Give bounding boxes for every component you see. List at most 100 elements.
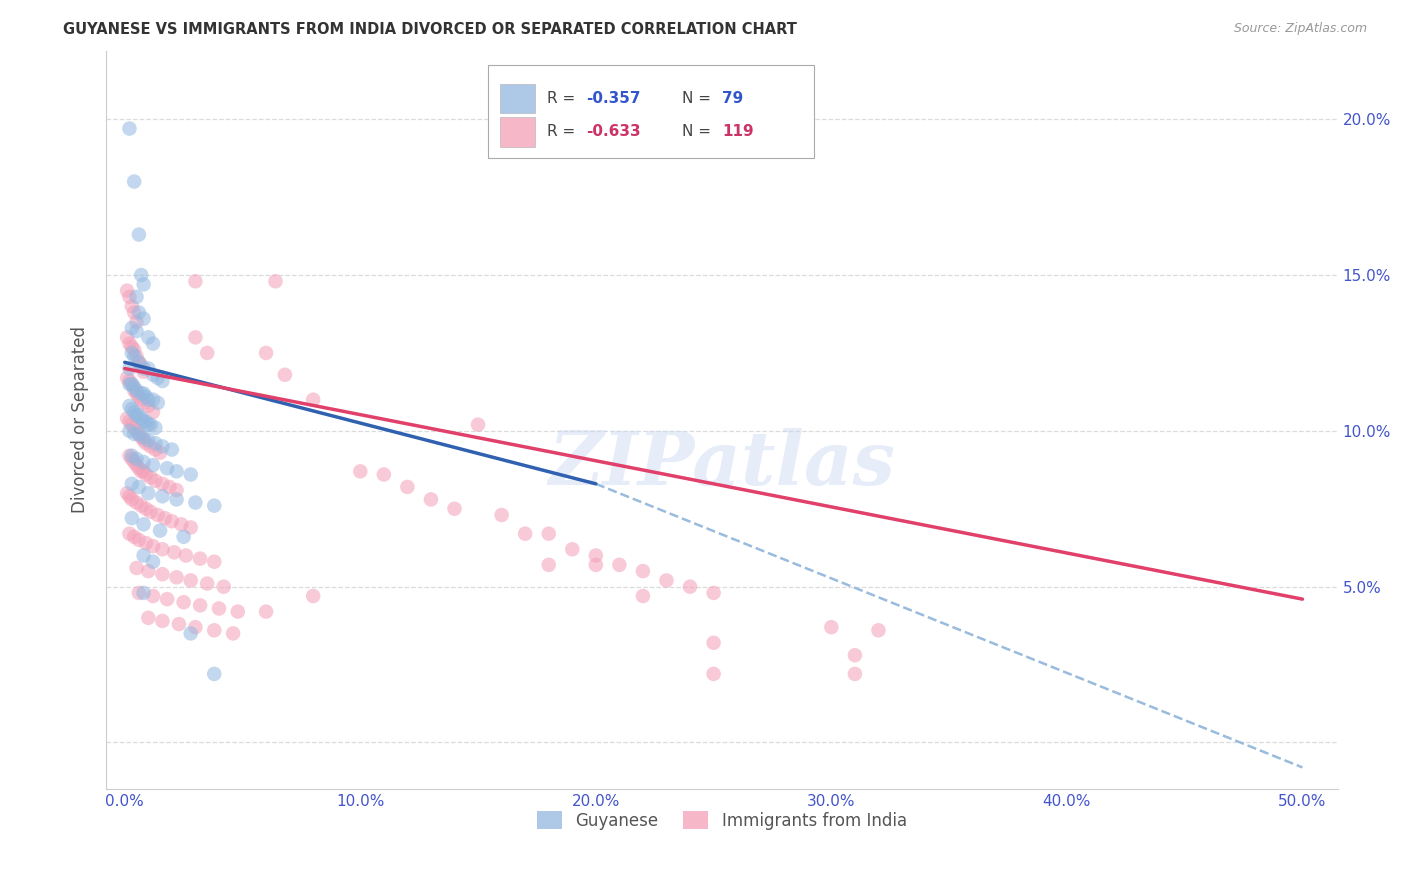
Point [136,399,159,413]
Point [132,434,155,448]
Point [128,227,150,242]
Point [118,361,141,376]
Point [420,492,443,507]
Point [132,396,155,410]
Point [163,545,186,559]
Point [122,343,145,357]
Point [125,424,148,438]
Point [208,601,231,615]
Point [118,336,141,351]
Point [135,415,157,429]
Bar [501,84,534,113]
Point [396,480,419,494]
Point [152,374,174,388]
Point [139,417,162,432]
Point [156,592,179,607]
Point [129,392,152,407]
Point [703,636,725,650]
Point [180,467,202,482]
Point [609,558,631,572]
Point [515,526,537,541]
Point [121,451,143,466]
Point [868,624,890,638]
Point [166,492,188,507]
Point [136,611,159,625]
Point [136,564,159,578]
Point [115,411,138,425]
FancyBboxPatch shape [488,65,814,158]
Point [152,476,174,491]
Point [585,549,607,563]
Point [128,305,150,319]
Point [128,427,150,442]
Legend: Guyanese, Immigrants from India: Guyanese, Immigrants from India [530,805,914,837]
Point [122,175,145,189]
Point [373,467,395,482]
Point [491,508,513,522]
Point [125,384,148,398]
Point [585,558,607,572]
Point [128,355,150,369]
Point [561,542,583,557]
Point [115,330,138,344]
Point [128,355,150,369]
Point [174,549,197,563]
Point [142,555,165,569]
Point [121,377,143,392]
Point [132,586,155,600]
Point [195,346,218,360]
Point [142,368,165,382]
Point [122,380,145,394]
Point [146,396,169,410]
Point [129,430,152,444]
Point [274,368,297,382]
Point [115,486,138,500]
Point [136,361,159,376]
Point [125,409,148,423]
Text: -0.633: -0.633 [586,124,641,139]
Point [125,315,148,329]
Point [128,390,150,404]
Point [703,586,725,600]
Point [212,580,235,594]
Point [129,386,152,401]
Point [132,361,155,376]
Point [844,648,866,663]
Point [142,589,165,603]
Point [145,474,167,488]
Point [122,530,145,544]
Point [136,392,159,407]
Point [142,392,165,407]
Point [125,386,148,401]
Point [184,620,207,634]
Point [631,564,654,578]
Point [184,274,207,288]
Point [121,346,143,360]
Point [128,533,150,547]
Point [142,405,165,419]
Text: 119: 119 [721,124,754,139]
Point [202,499,225,513]
Point [121,299,143,313]
Point [142,336,165,351]
Point [125,458,148,472]
Point [135,436,157,450]
Point [180,574,202,588]
Point [167,617,190,632]
Text: N =: N = [682,91,716,106]
Text: R =: R = [547,91,581,106]
Point [188,551,211,566]
Point [222,626,245,640]
Point [121,417,143,432]
Point [118,121,141,136]
Point [152,489,174,503]
Point [132,464,155,478]
Point [121,402,143,417]
Point [443,501,465,516]
Point [132,365,155,379]
Point [152,542,174,557]
Point [226,605,249,619]
Point [149,524,172,538]
Point [132,277,155,292]
Point [655,574,678,588]
